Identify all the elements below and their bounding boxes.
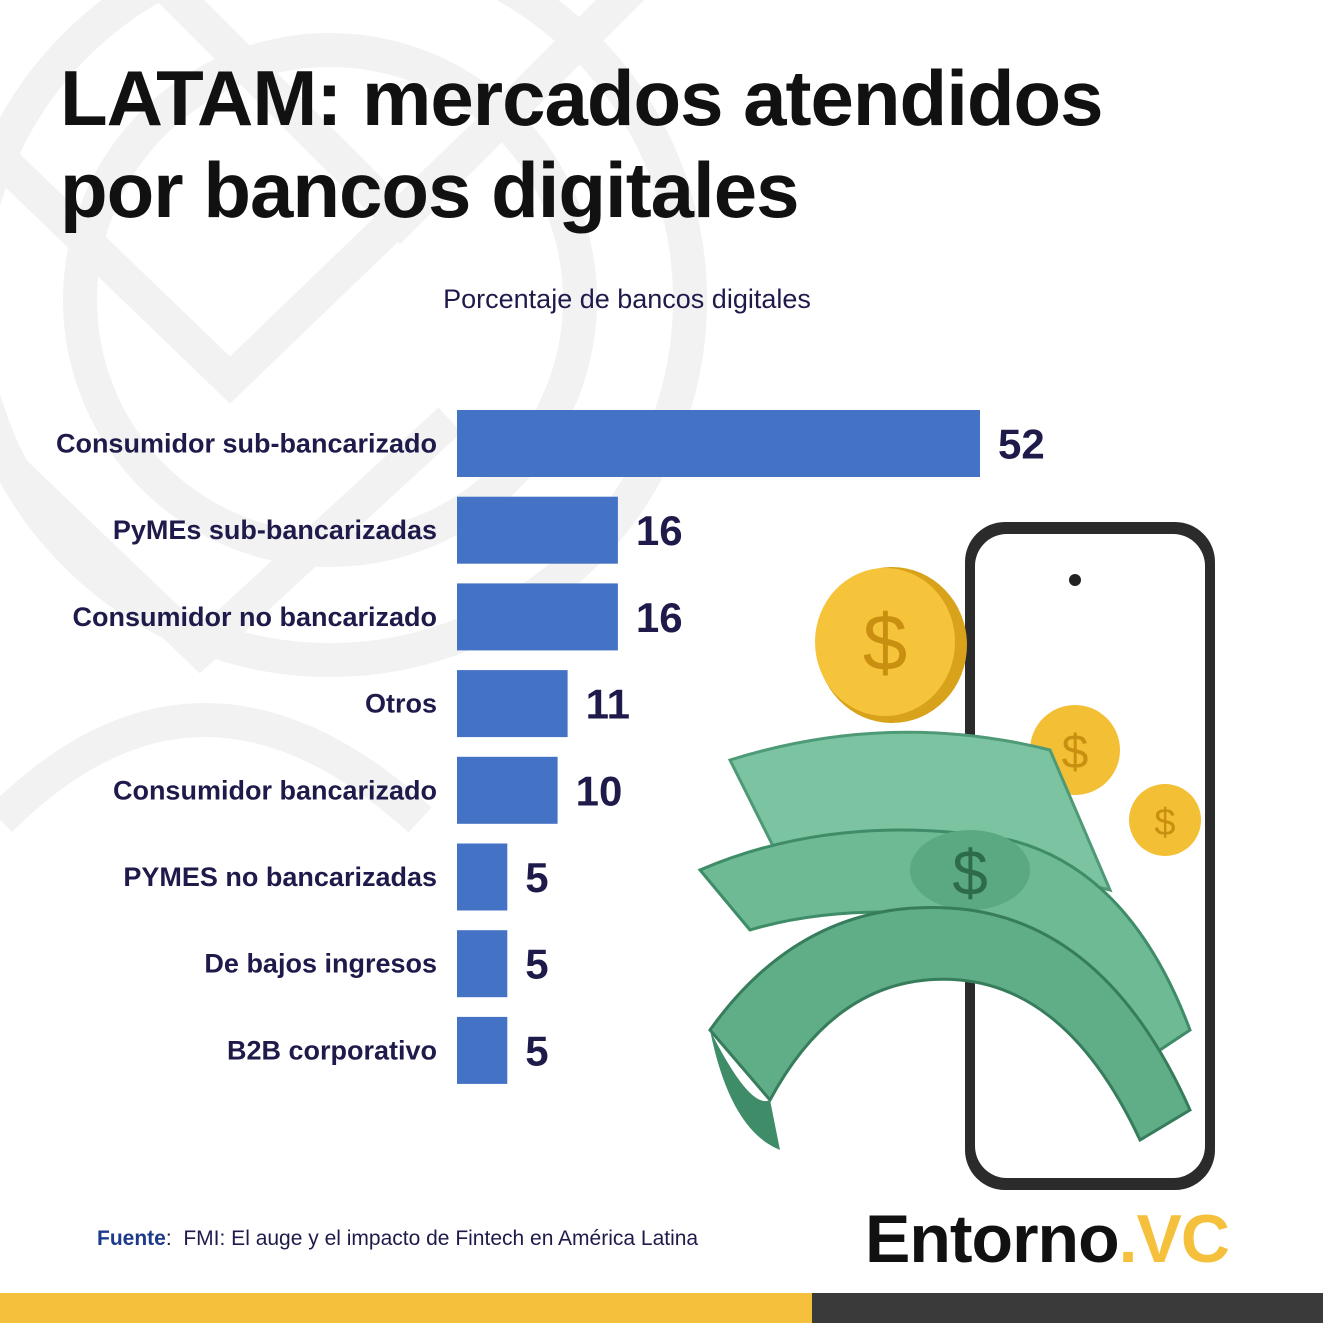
brand-accent: .VC — [1118, 1201, 1230, 1277]
category-label-5: PYMES no bancarizadas — [123, 862, 437, 892]
bottom-stripe-yellow — [0, 1293, 812, 1323]
category-label-3: Otros — [365, 689, 437, 719]
category-label-7: B2B corporativo — [227, 1035, 437, 1065]
svg-text:$: $ — [863, 598, 908, 687]
bottom-stripe — [0, 1293, 1323, 1323]
brand-logo: Entorno.VC — [865, 1200, 1230, 1278]
bar-5 — [457, 843, 508, 911]
source-label: Fuente — [97, 1227, 166, 1250]
category-label-0: Consumidor sub-bancarizado — [56, 429, 437, 459]
coin-small-icon: $ — [1129, 784, 1201, 856]
value-label-3: 11 — [586, 681, 630, 728]
bar-0 — [457, 410, 980, 477]
value-label-7: 5 — [525, 1027, 548, 1074]
bottom-stripe-dark — [812, 1293, 1323, 1323]
category-label-6: De bajos ingresos — [204, 949, 437, 979]
source-note: Fuente: FMI: El auge y el impacto de Fin… — [97, 1227, 698, 1251]
source-text: FMI: El auge y el impacto de Fintech en … — [183, 1227, 699, 1250]
chart-subtitle: Porcentaje de bancos digitales — [443, 284, 811, 314]
banknote-icon: $ — [697, 730, 1192, 1150]
category-label-2: Consumidor no bancarizado — [72, 602, 437, 632]
bar-7 — [457, 1016, 508, 1084]
source-separator: : — [165, 1227, 172, 1250]
value-label-6: 5 — [525, 941, 548, 988]
bar-2 — [457, 583, 618, 651]
phone-camera-icon — [1069, 574, 1081, 586]
value-label-4: 10 — [576, 767, 623, 814]
page-title: LATAM: mercados atendidos por bancos dig… — [60, 52, 1104, 236]
svg-text:$: $ — [1062, 726, 1089, 779]
category-label-1: PyMEs sub-bancarizadas — [113, 515, 437, 545]
bar-6 — [457, 930, 508, 998]
value-label-2: 16 — [636, 594, 683, 641]
bar-4 — [457, 756, 558, 824]
category-label-4: Consumidor bancarizado — [113, 775, 437, 805]
value-label-1: 16 — [636, 507, 683, 554]
phone-money-illustration: $ $ $ $ — [697, 522, 1215, 1190]
svg-text:$: $ — [952, 837, 988, 909]
value-label-5: 5 — [525, 854, 548, 901]
coin-large-icon: $ — [815, 567, 967, 723]
title-line-1: LATAM: mercados atendidos — [60, 54, 1104, 142]
value-label-0: 52 — [998, 421, 1045, 468]
brand-name: Entorno — [865, 1201, 1120, 1277]
bar-3 — [457, 670, 568, 738]
svg-text:$: $ — [1154, 802, 1175, 844]
bar-1 — [457, 496, 618, 564]
title-line-2: por bancos digitales — [60, 146, 799, 234]
